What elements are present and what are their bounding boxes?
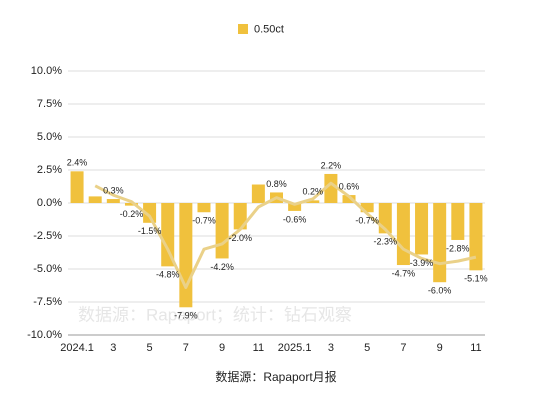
- y-tick-label: 2.5%: [37, 164, 62, 176]
- bar: [306, 200, 320, 203]
- bar: [433, 203, 447, 283]
- value-label: 0.6%: [339, 181, 360, 191]
- legend-swatch: [238, 24, 248, 34]
- x-tick-label: 11: [253, 342, 264, 354]
- x-tick-label: 9: [219, 342, 225, 354]
- source: 数据源：Rapaport月报: [215, 369, 336, 384]
- value-label: -0.7%: [355, 216, 379, 226]
- bar: [469, 203, 483, 271]
- bar: [288, 203, 302, 211]
- bar: [251, 184, 265, 203]
- x-tick-label: 5: [364, 342, 370, 354]
- trend-line: [94, 181, 477, 289]
- value-label: -1.5%: [138, 226, 162, 236]
- bar: [233, 203, 247, 230]
- bar: [396, 203, 410, 266]
- y-tick-label: 7.5%: [37, 98, 62, 110]
- y-tick-label: 0.0%: [37, 197, 62, 209]
- value-label: 2.4%: [67, 158, 88, 168]
- x-tick-label: 3: [328, 342, 334, 354]
- value-label: -3.9%: [410, 258, 434, 268]
- legend-label: 0.50ct: [254, 23, 284, 35]
- x-tick-label: 2024.1: [60, 342, 94, 354]
- y-tick-label: -7.5%: [33, 296, 62, 308]
- value-label: -4.7%: [392, 268, 416, 278]
- x-tick-label: 2025.1: [278, 342, 312, 354]
- value-label: 0.2%: [303, 187, 324, 197]
- value-label: -0.2%: [120, 209, 144, 219]
- value-label: -2.3%: [374, 237, 398, 247]
- value-label: 2.2%: [321, 160, 342, 170]
- bar: [106, 199, 120, 203]
- y-tick-label: -10.0%: [27, 329, 62, 341]
- bar: [161, 203, 175, 267]
- x-tick-label: 9: [437, 342, 443, 354]
- bar: [124, 203, 138, 206]
- x-tick-label: 5: [147, 342, 153, 354]
- x-tick-label: 11: [470, 342, 481, 354]
- x-tick-label: 7: [400, 342, 406, 354]
- bar: [88, 196, 102, 203]
- watermark: 数据源：Rapaport；统计：钻石观察: [78, 305, 352, 324]
- bar: [179, 203, 193, 308]
- x-tick-label: 3: [110, 342, 116, 354]
- value-label: -7.9%: [174, 311, 198, 321]
- value-label: -0.7%: [192, 216, 216, 226]
- bar: [197, 203, 211, 213]
- bar: [70, 171, 84, 203]
- bar: [324, 173, 338, 203]
- bar: [451, 203, 465, 240]
- bar: [342, 195, 356, 203]
- value-label: 0.8%: [266, 179, 287, 189]
- value-label: -4.2%: [210, 262, 234, 272]
- y-tick-label: 5.0%: [37, 131, 62, 143]
- value-label: -2.0%: [228, 233, 252, 243]
- value-label: 0.3%: [103, 185, 124, 195]
- value-label: -0.6%: [283, 214, 307, 224]
- x-tick-label: 7: [183, 342, 189, 354]
- y-tick-label: -5.0%: [33, 263, 62, 275]
- bar: [215, 203, 229, 259]
- bar: [415, 203, 429, 255]
- value-label: -6.0%: [428, 286, 452, 296]
- value-label: -4.8%: [156, 270, 180, 280]
- value-label: -5.1%: [464, 274, 488, 284]
- y-tick-label: -2.5%: [33, 230, 62, 242]
- y-tick-label: 10.0%: [31, 65, 62, 77]
- bar: [360, 203, 374, 213]
- bar: [143, 203, 157, 223]
- value-label: -2.8%: [446, 243, 470, 253]
